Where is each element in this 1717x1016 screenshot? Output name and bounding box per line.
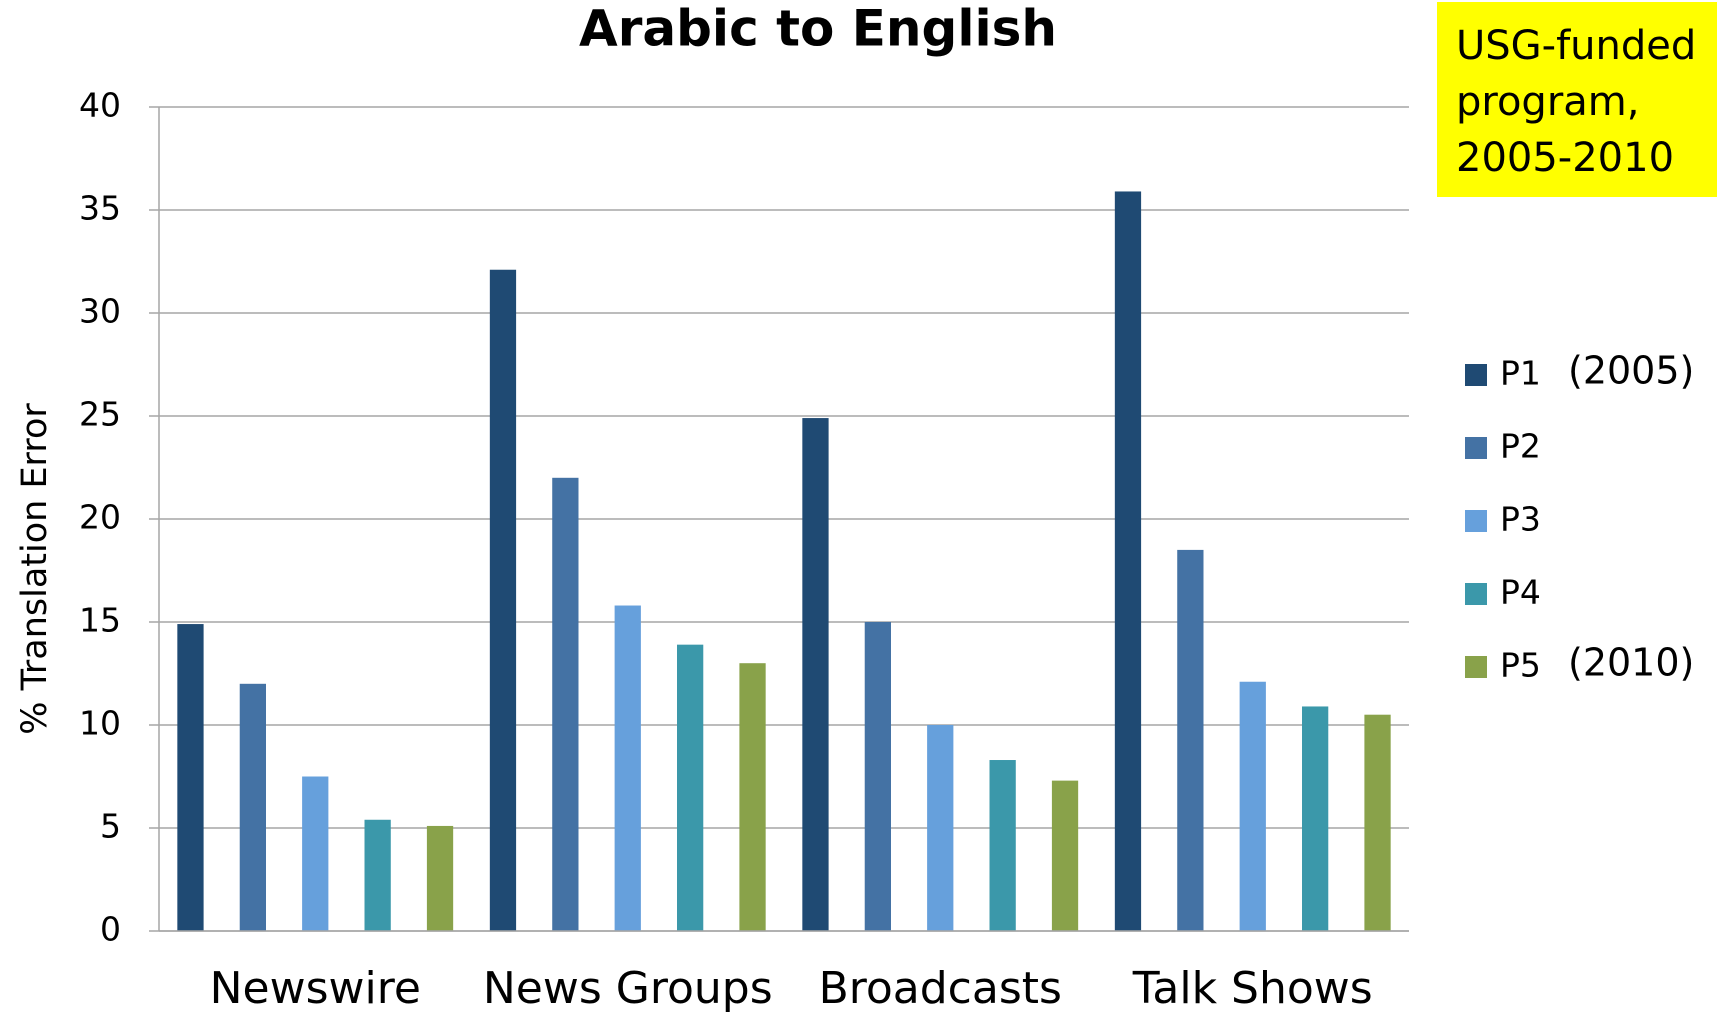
y-axis-label: % Translation Error	[15, 403, 55, 735]
bar	[989, 760, 1016, 931]
legend-swatch	[1465, 583, 1487, 605]
bar	[927, 725, 954, 931]
bar	[677, 644, 704, 931]
x-tick-label: Talk Shows	[1132, 963, 1373, 1014]
legend-label: P2	[1500, 427, 1541, 466]
legend-label: P1	[1500, 354, 1541, 393]
x-tick-label: Newswire	[210, 963, 421, 1014]
chart-title: Arabic to English	[579, 0, 1057, 58]
y-tick-label: 30	[79, 292, 121, 331]
y-tick-label: 40	[79, 86, 121, 125]
legend-label: P5	[1500, 646, 1541, 685]
legend-swatch	[1465, 510, 1487, 532]
bar	[302, 776, 329, 931]
bar	[239, 683, 266, 931]
bar	[1239, 681, 1266, 931]
y-tick-label: 0	[100, 910, 121, 949]
note-text: program,	[1456, 79, 1639, 125]
y-tick-label: 35	[79, 189, 121, 228]
legend-swatch	[1465, 364, 1487, 386]
bar	[802, 418, 829, 931]
note-box	[1437, 2, 1717, 197]
legend-annotation: (2005)	[1568, 349, 1694, 393]
y-tick-label: 15	[79, 601, 121, 640]
bar	[177, 624, 204, 931]
note-text: 2005-2010	[1456, 135, 1674, 181]
y-tick-label: 5	[100, 807, 121, 846]
legend-swatch	[1465, 437, 1487, 459]
y-tick-label: 20	[79, 498, 121, 537]
bar	[426, 825, 454, 931]
legend-annotation: (2010)	[1568, 641, 1694, 685]
bar	[552, 477, 579, 931]
bar	[364, 819, 391, 931]
x-tick-label: Broadcasts	[819, 963, 1062, 1014]
bar	[1177, 549, 1204, 931]
note-text: USG-funded	[1456, 23, 1696, 69]
bar	[739, 663, 766, 931]
y-tick-label: 10	[79, 704, 121, 743]
bar	[864, 622, 891, 931]
bar	[1364, 714, 1391, 931]
bar	[1051, 780, 1079, 931]
y-tick-label: 25	[79, 395, 121, 434]
bar	[614, 605, 641, 931]
bar	[1302, 706, 1329, 931]
legend-label: P4	[1500, 573, 1541, 612]
legend-label: P3	[1500, 500, 1541, 539]
x-tick-label: News Groups	[483, 963, 773, 1014]
bar	[489, 269, 517, 931]
legend-swatch	[1465, 656, 1487, 678]
bar	[1114, 191, 1142, 931]
